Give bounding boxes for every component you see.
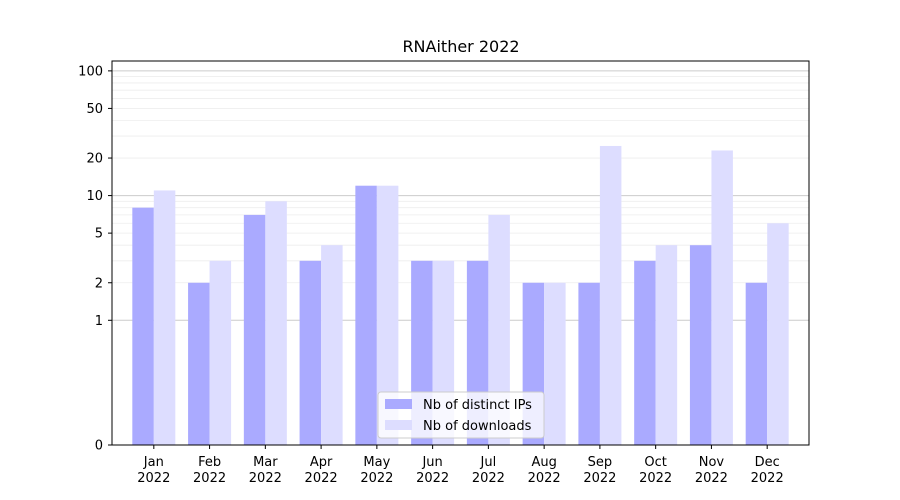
y-tick-label: 20 (86, 152, 103, 167)
y-tick-label: 2 (95, 276, 103, 291)
bar-downloads-dec (767, 223, 789, 445)
x-tick-label-year: 2022 (639, 471, 672, 486)
x-tick-label-year: 2022 (528, 471, 561, 486)
x-tick-label-month: Oct (644, 455, 666, 470)
x-tick-label-month: May (363, 455, 390, 470)
plot-frame (111, 60, 810, 446)
x-tick-label-year: 2022 (193, 471, 226, 486)
bar-ips-apr (299, 260, 322, 445)
legend-label: Nb of downloads (423, 419, 532, 434)
bar-ips-oct (634, 260, 656, 445)
bar-downloads-feb (209, 260, 232, 445)
bar-ips-feb (188, 282, 210, 445)
bar-downloads-jan (153, 190, 176, 445)
x-tick-label-month: Dec (755, 455, 780, 470)
bar-downloads-may (376, 185, 399, 445)
bar-ips-mar (243, 214, 266, 445)
y-tick-label: 100 (78, 64, 103, 79)
x-tick-label-month: Nov (699, 455, 725, 470)
bar-ips-dec (745, 282, 768, 445)
x-tick-label-year: 2022 (695, 471, 728, 486)
bar-ips-nov (689, 245, 712, 445)
bar-ips-may (355, 185, 377, 445)
chart-title: RNAither 2022 (402, 37, 519, 56)
x-tick-label-month: Jul (480, 455, 497, 470)
y-tick-label: 10 (86, 189, 103, 204)
x-tick-label-month: Sep (588, 455, 613, 470)
y-tick-label: 0 (95, 439, 103, 454)
legend-swatch (385, 399, 412, 409)
x-tick-label-year: 2022 (249, 471, 282, 486)
x-tick-label-year: 2022 (360, 471, 393, 486)
y-tick-label: 5 (95, 227, 103, 242)
x-tick-label-month: Apr (310, 455, 333, 470)
grid-lines (112, 70, 809, 321)
axes: 0125102050100Jan2022Feb2022Mar2022Apr202… (78, 60, 810, 486)
y-tick-label: 50 (86, 102, 103, 117)
bar-downloads-nov (711, 150, 733, 445)
x-tick-label-year: 2022 (416, 471, 449, 486)
x-tick-label-month: Jan (143, 455, 164, 470)
x-tick-label-month: Feb (198, 455, 221, 470)
bar-downloads-sep (599, 145, 622, 446)
x-tick-label-year: 2022 (472, 471, 505, 486)
bar-downloads-mar (265, 201, 287, 445)
legend-label: Nb of distinct IPs (423, 398, 532, 413)
x-tick-label-year: 2022 (751, 471, 784, 486)
bar-downloads-apr (321, 245, 343, 445)
y-tick-label: 1 (95, 314, 103, 329)
x-tick-label-year: 2022 (305, 471, 338, 486)
x-tick-label-year: 2022 (137, 471, 170, 486)
x-tick-label-year: 2022 (583, 471, 616, 486)
x-tick-label-month: Aug (531, 455, 556, 470)
bar-downloads-jul (488, 214, 510, 445)
bar-ips-sep (578, 282, 600, 445)
bar-downloads-oct (655, 245, 678, 445)
legend: Nb of distinct IPs Nb of downloads (377, 391, 545, 439)
x-tick-label-month: Mar (253, 455, 278, 470)
bar-downloads-aug (544, 282, 566, 445)
bar-ips-jan (132, 207, 154, 445)
legend-swatch (385, 420, 412, 430)
legend-box (377, 391, 545, 439)
x-tick-label-month: Jun (421, 455, 442, 470)
